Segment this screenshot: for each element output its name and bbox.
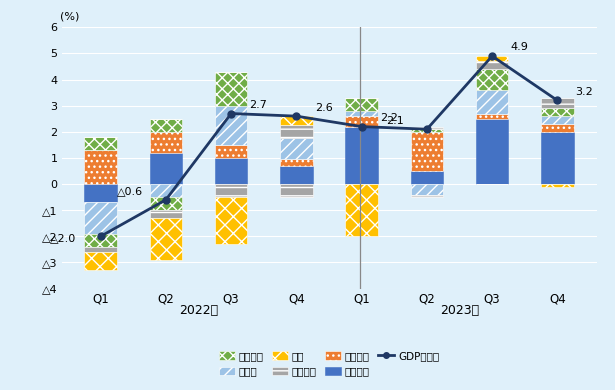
Bar — [149, 184, 182, 197]
Bar — [346, 116, 378, 127]
Text: 3.2: 3.2 — [576, 87, 593, 98]
Bar — [149, 153, 182, 184]
Bar — [346, 184, 378, 236]
Text: 2.1: 2.1 — [386, 116, 404, 126]
Bar — [280, 166, 312, 184]
Bar — [215, 158, 247, 184]
Bar — [476, 61, 509, 69]
Bar — [541, 124, 574, 132]
Text: 2.7: 2.7 — [250, 99, 268, 110]
Bar — [476, 90, 509, 113]
Text: △0.6: △0.6 — [117, 186, 143, 196]
Text: 2023年: 2023年 — [440, 304, 479, 317]
Bar — [541, 184, 574, 187]
Bar — [541, 116, 574, 124]
Bar — [84, 184, 117, 202]
Bar — [215, 106, 247, 145]
Text: 4.9: 4.9 — [510, 42, 528, 52]
Bar — [84, 252, 117, 270]
Bar — [346, 111, 378, 116]
Bar — [541, 108, 574, 116]
Bar — [411, 195, 443, 197]
Bar — [84, 150, 117, 184]
Bar — [280, 159, 312, 166]
Bar — [476, 113, 509, 119]
Bar — [411, 129, 443, 132]
Bar — [411, 171, 443, 184]
Bar — [346, 98, 378, 111]
Bar — [280, 138, 312, 159]
Bar — [149, 119, 182, 132]
Text: 2.6: 2.6 — [315, 103, 333, 113]
Bar — [346, 127, 378, 184]
Bar — [215, 197, 247, 244]
Text: (%): (%) — [60, 11, 79, 21]
Bar — [149, 132, 182, 153]
Bar — [476, 119, 509, 184]
Bar — [280, 125, 312, 138]
Text: △2.0: △2.0 — [50, 233, 76, 243]
Bar — [84, 137, 117, 150]
Bar — [411, 132, 443, 171]
Bar — [149, 210, 182, 218]
Bar — [149, 218, 182, 260]
Bar — [541, 98, 574, 108]
Bar — [476, 69, 509, 90]
Bar — [215, 145, 247, 158]
Bar — [280, 184, 312, 197]
Bar — [84, 234, 117, 247]
Bar — [84, 202, 117, 234]
Text: 2.2: 2.2 — [380, 113, 398, 124]
Legend: 政府消費, 純輸出, 在庫, 住宅投資, 設備投資, 個人消費, GDP成長率: 政府消費, 純輸出, 在庫, 住宅投資, 設備投資, 個人消費, GDP成長率 — [219, 351, 439, 376]
Bar — [411, 184, 443, 195]
Bar — [541, 132, 574, 184]
Bar — [149, 197, 182, 210]
Bar — [411, 127, 443, 129]
Text: 2022年: 2022年 — [179, 304, 218, 317]
Bar — [215, 184, 247, 197]
Bar — [476, 56, 509, 61]
Bar — [280, 116, 312, 125]
Bar — [215, 72, 247, 106]
Bar — [84, 247, 117, 252]
